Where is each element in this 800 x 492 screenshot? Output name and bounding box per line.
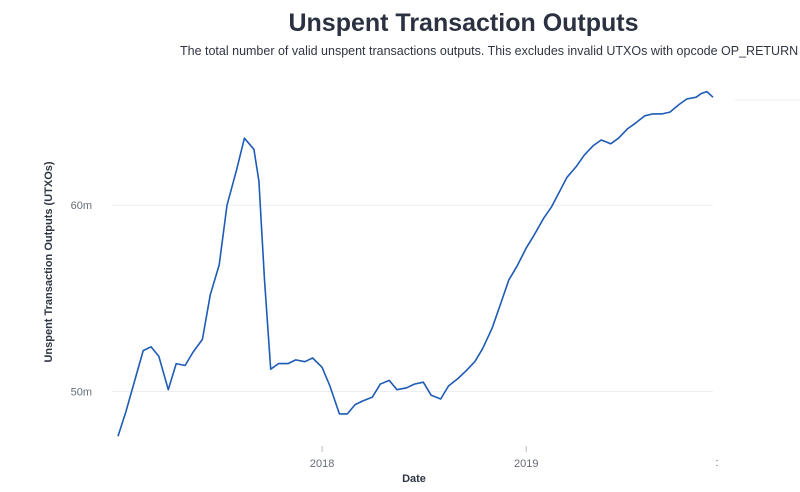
y-tick-label: 60m bbox=[71, 200, 92, 212]
gridlines bbox=[112, 99, 800, 393]
y-tick-label: 50m bbox=[71, 387, 92, 399]
x-tick-label: 2019 bbox=[514, 458, 538, 470]
x-axis: 2018 2019 bbox=[310, 446, 538, 470]
chart-subtitle: The total number of valid unspent transa… bbox=[180, 44, 799, 58]
series-line-utxos bbox=[117, 90, 714, 437]
x-axis-title: Date bbox=[402, 473, 426, 485]
x-tick-label: 2018 bbox=[310, 458, 334, 470]
chart-title: Unspent Transaction Outputs bbox=[288, 9, 639, 37]
y-axis: 50m 60m bbox=[71, 200, 92, 398]
x-axis-overflow-mark: : bbox=[715, 457, 718, 469]
y-axis-title: Unspent Transaction Outputs (UTXOs) bbox=[43, 161, 55, 362]
